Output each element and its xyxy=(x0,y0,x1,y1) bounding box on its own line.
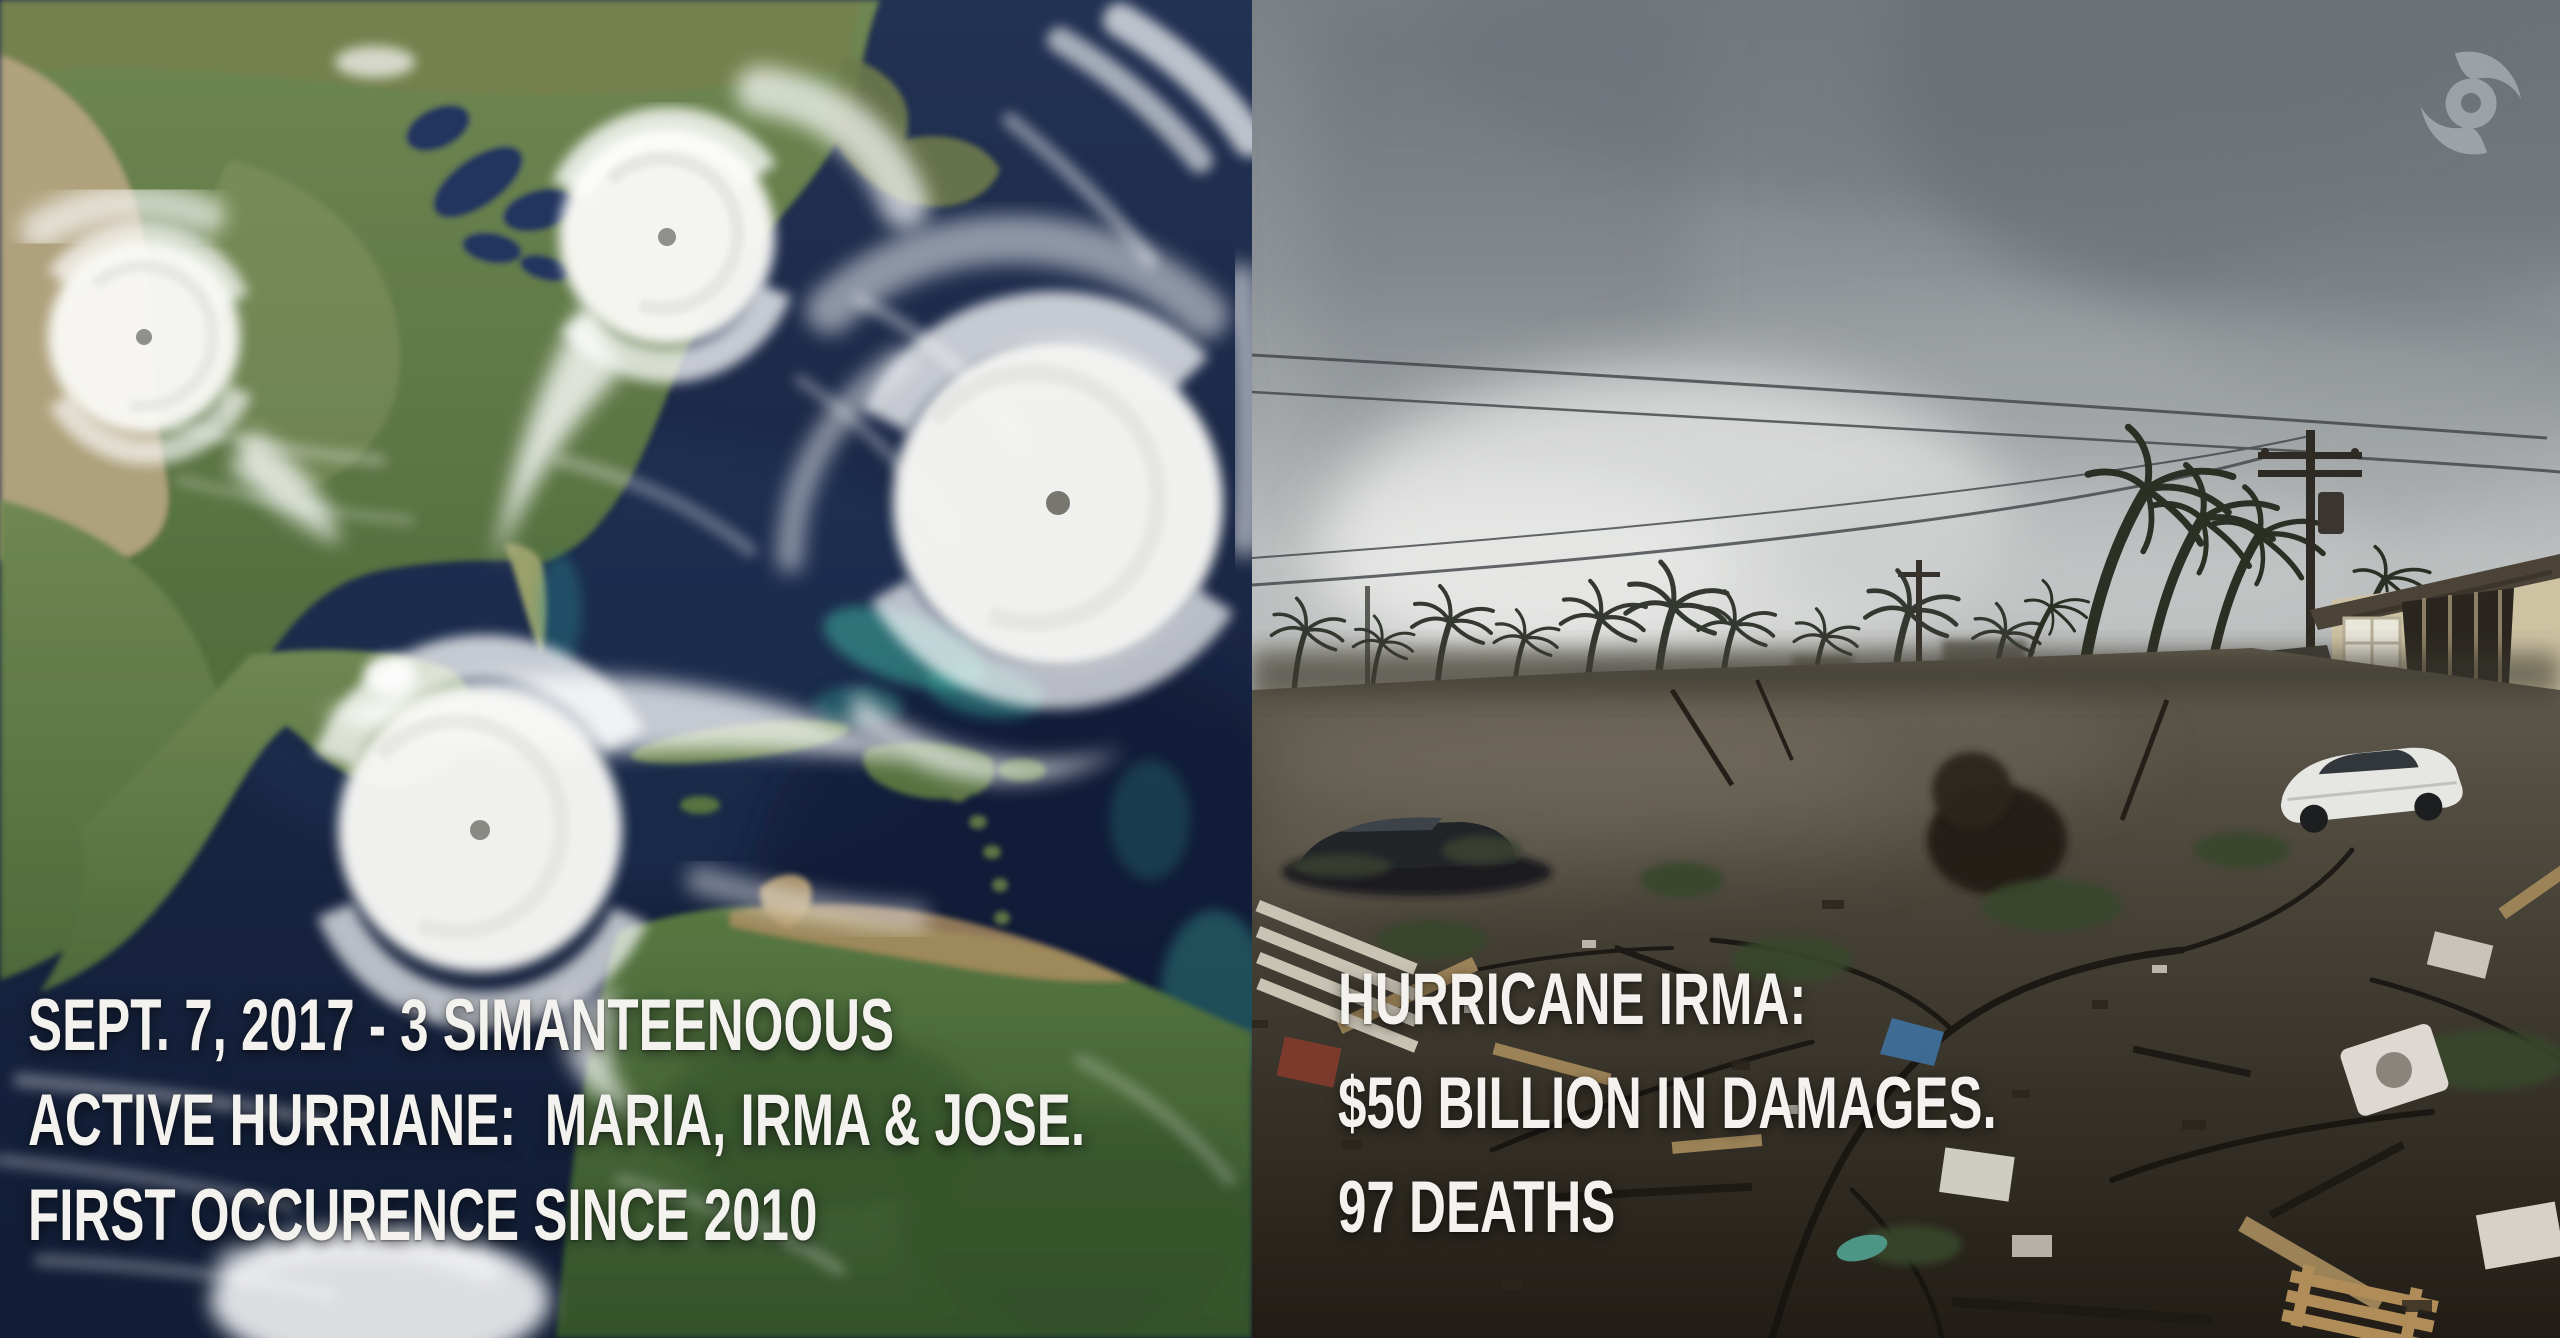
wood-pallet xyxy=(1255,900,1419,1053)
great-lakes xyxy=(406,104,578,282)
south-america-landmass xyxy=(556,874,1252,1338)
caption-line: HURRICANE IRMA: xyxy=(1338,959,1807,1040)
hurricane-irma xyxy=(777,215,1252,782)
destruction-scene-illustration xyxy=(1252,0,2560,1338)
submerged-car xyxy=(1282,817,1552,896)
hurricane-maria xyxy=(314,634,929,1115)
small-cloud xyxy=(335,46,415,78)
caption-line: FIRST OCCURENCE SINCE 2010 xyxy=(28,1175,818,1256)
hurricane-jose xyxy=(495,66,929,565)
right-caption: HURRICANE IRMA: $50 BILLION IN DAMAGES. … xyxy=(1338,948,2279,1260)
destruction-photo-panel: HURRICANE IRMA: $50 BILLION IN DAMAGES. … xyxy=(1252,0,2560,1338)
power-lines xyxy=(1252,353,2560,587)
satellite-image-panel: SEPT. 7, 2017 - 3 SIMANTEENOOUS ACTIVE H… xyxy=(0,0,1252,1338)
caption-line: ACTIVE HURRIANE: MARIA, IRMA & JOSE. xyxy=(28,1080,1086,1161)
caption-line: $50 BILLION IN DAMAGES. xyxy=(1338,1063,1997,1144)
left-caption: SEPT. 7, 2017 - 3 SIMANTEENOOUS ACTIVE H… xyxy=(28,978,1252,1263)
caption-line: 97 DEATHS xyxy=(1338,1167,1616,1248)
utility-pole xyxy=(2258,430,2362,752)
hurricane-katia xyxy=(20,183,340,545)
white-car xyxy=(2280,747,2463,833)
hurricane-icon xyxy=(2420,51,2522,155)
debris-field xyxy=(1252,679,2560,1338)
caption-line: SEPT. 7, 2017 - 3 SIMANTEENOOUS xyxy=(28,985,895,1066)
florida-peninsula xyxy=(505,544,547,655)
satellite-map-illustration xyxy=(0,0,1252,1338)
pacific-cloud-mass xyxy=(210,1225,550,1338)
